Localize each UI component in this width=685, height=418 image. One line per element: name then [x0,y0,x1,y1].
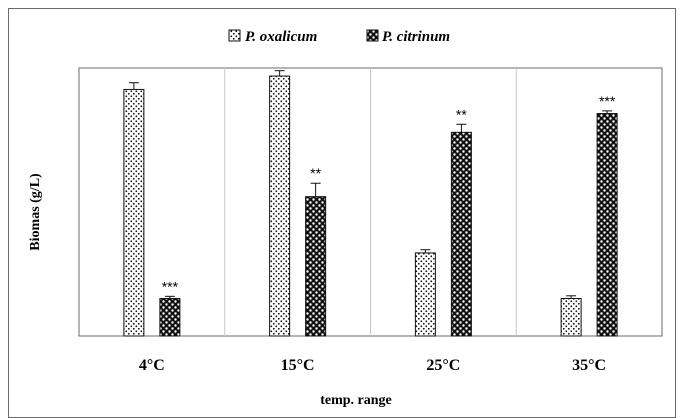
significance-marker: ** [456,106,467,122]
significance-marker: *** [599,93,616,109]
legend-item-p-citrinum: P. citrinum [366,29,450,45]
legend-swatch-p-oxalicum [228,29,241,42]
x-tick-label: 35°C [572,357,606,374]
bar-chart: P. oxalicum P. citrinum ********** 4°C 15… [28,29,663,407]
error-bar [274,70,285,77]
bar-p-oxalicum [269,75,291,337]
legend-swatch-p-citrinum [366,29,379,42]
legend-label-p-citrinum: P. citrinum [382,29,450,45]
legend-item-p-oxalicum: P. oxalicum [228,29,317,45]
significance-marker: ** [310,165,321,181]
error-bar [420,249,431,253]
category-separators [224,68,517,336]
x-tick-label: 15°C [281,357,315,374]
bar-p-oxalicum [414,252,436,337]
error-bar [602,110,613,114]
x-tick-label: 25°C [426,357,460,374]
x-axis-title: temp. range [320,393,392,407]
error-bar [164,295,175,299]
error-bar [566,295,577,299]
y-axis-title: Biomas (g/L) [28,173,43,251]
legend: P. oxalicum P. citrinum [228,29,450,45]
error-bar [128,82,139,90]
bar-p-oxalicum [123,88,145,337]
error-bar [456,123,467,133]
bars-layer [123,75,618,337]
x-tick-label: 4°C [139,357,165,374]
legend-label-p-oxalicum: P. oxalicum [245,29,317,45]
bar-p-oxalicum [560,297,582,337]
bar-p-citrinum [305,196,327,337]
bar-p-citrinum [159,297,181,337]
error-bars-layer [128,70,613,299]
error-bar [310,182,321,197]
significance-markers-layer: ********** [162,93,616,294]
x-tick-labels: 4°C 15°C 25°C 35°C [139,357,606,374]
bar-p-citrinum [596,113,618,337]
significance-marker: *** [162,278,179,294]
bar-p-citrinum [450,131,472,337]
